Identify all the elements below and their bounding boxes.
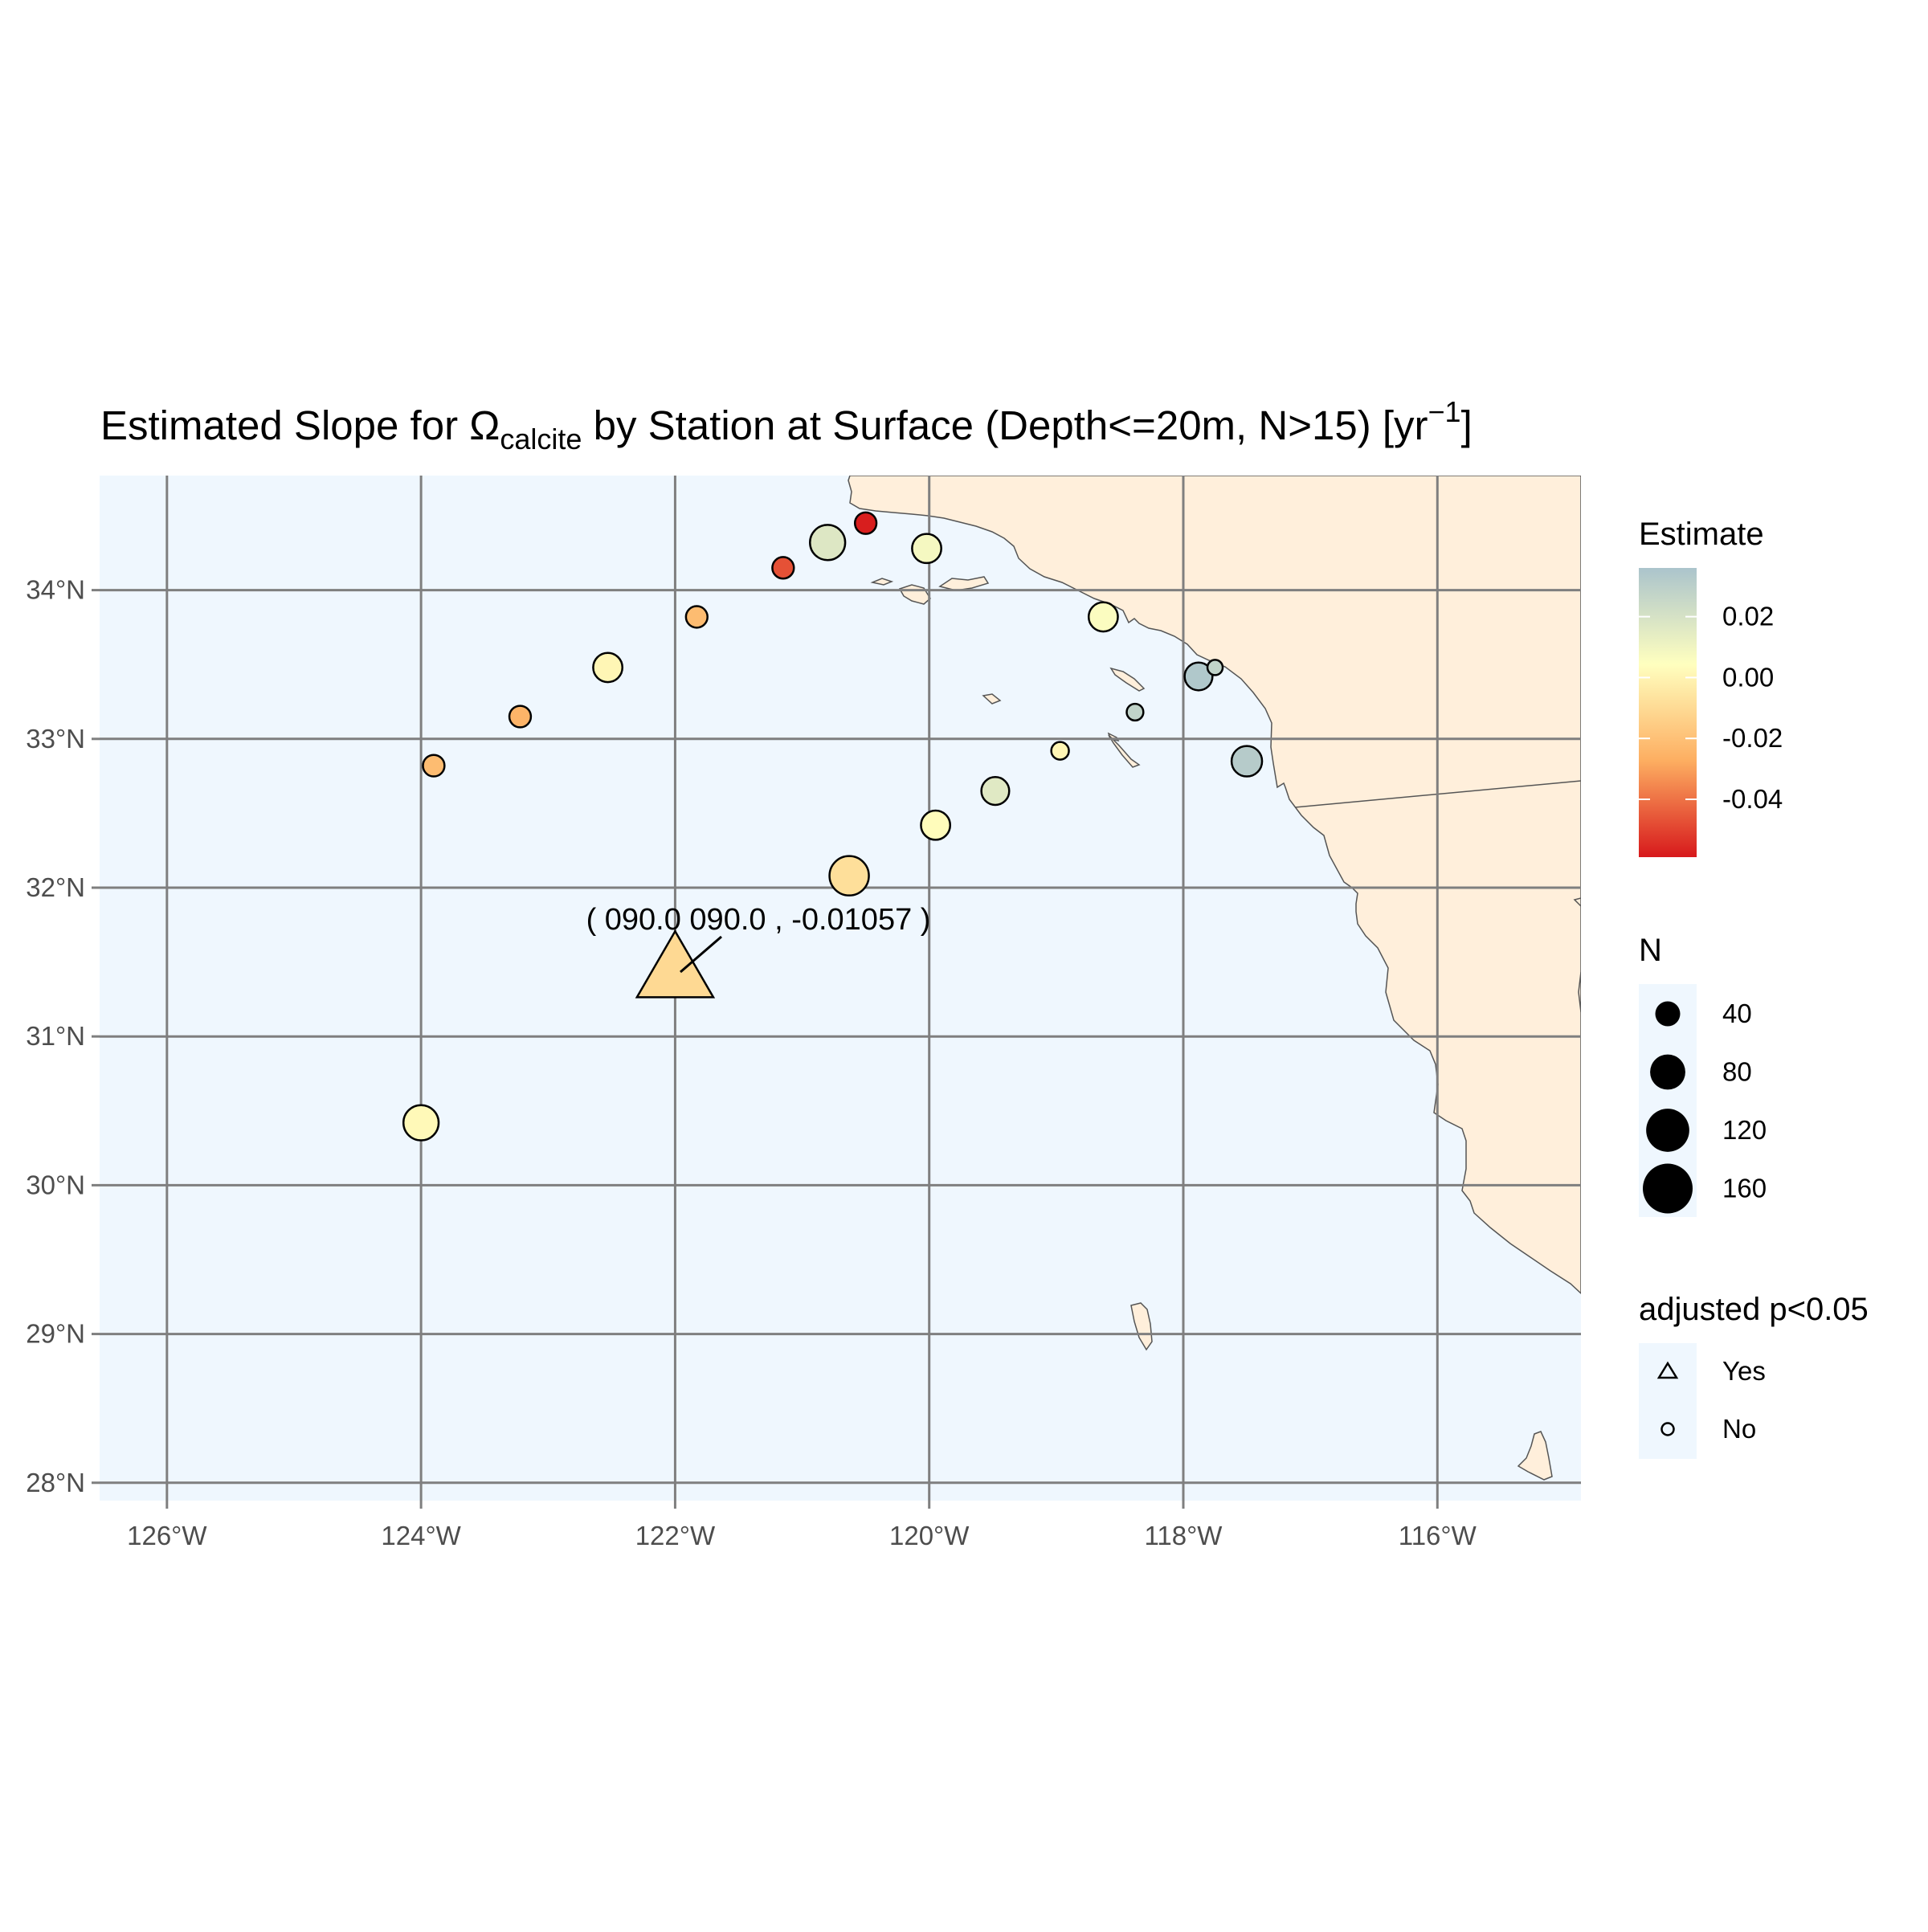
x-tick-label: 116°W — [1399, 1521, 1477, 1550]
station-point — [402, 1104, 440, 1142]
y-tick-label: 32°N — [26, 872, 85, 902]
significance-legend-key-background — [1639, 1343, 1697, 1459]
station-point — [809, 524, 847, 562]
y-tick-label: 30°N — [26, 1170, 85, 1199]
n-legend-label: 80 — [1722, 1057, 1752, 1087]
chart-title: Estimated Slope for Ωcalcite by Station … — [100, 395, 1473, 455]
circle-icon — [1660, 1422, 1675, 1436]
n-legend-symbol — [1655, 1001, 1681, 1027]
estimate-colorbar — [1639, 568, 1697, 857]
station-point-significant — [635, 929, 716, 999]
island-santa-barbara — [982, 693, 1002, 705]
station-point — [771, 556, 795, 580]
x-tick-label: 122°W — [635, 1521, 716, 1550]
y-tick-label: 33°N — [26, 724, 85, 754]
title-subscript: calcite — [500, 423, 582, 455]
title-prefix: Estimated Slope for Ω — [100, 402, 500, 448]
estimate-legend-ticks: 0.02 0.00 -0.02 -0.04 — [1639, 602, 1783, 814]
title-middle: by Station at Surface (Depth<=20m, N>15)… — [582, 402, 1428, 448]
colorbar-tick-label: -0.02 — [1722, 723, 1783, 753]
station-point — [980, 776, 1011, 807]
x-tick-label: 124°W — [381, 1521, 461, 1550]
station-point — [684, 605, 709, 629]
triangle-icon — [1656, 1361, 1679, 1379]
station-point — [828, 855, 870, 897]
annotation-label: ( 090.0 090.0 , -0.01057 ) — [586, 903, 931, 937]
significance-legend-label: No — [1722, 1414, 1756, 1444]
estimate-legend-title: Estimate — [1639, 517, 1764, 552]
colorbar-tick-label: -0.04 — [1722, 784, 1783, 814]
station-point — [422, 754, 446, 778]
x-tick-label: 126°W — [127, 1521, 207, 1550]
island-san-clemente — [1108, 734, 1141, 768]
n-legend-keys: 40 80 120 160 — [1639, 984, 1767, 1217]
station-point — [1050, 741, 1070, 761]
station-point — [1125, 702, 1145, 722]
island-cedros — [1517, 1431, 1553, 1481]
graticule — [100, 476, 1581, 1501]
island-san-miguel — [870, 578, 894, 586]
axes: 126°W 124°W 122°W 120°W 118°W 116°W 28°N 29°N 30… — [26, 575, 1477, 1550]
island-santa-catalina — [1109, 667, 1146, 692]
map-panel: ( 090.0 090.0 , -0.01057 ) — [100, 476, 1581, 1501]
x-tick-label: 118°W — [1145, 1521, 1223, 1550]
station-point — [911, 533, 942, 565]
n-legend-symbol — [1646, 1109, 1689, 1152]
annotation-leader-line — [680, 935, 722, 974]
estimate-legend: Estimate 0.02 0.00 -0.02 -0.04 — [1639, 517, 1783, 857]
n-legend: N 40 80 120 160 — [1639, 933, 1767, 1217]
station-annotation: ( 090.0 090.0 , -0.01057 ) — [586, 903, 931, 974]
y-tick-label: 29°N — [26, 1319, 85, 1349]
n-legend-symbol — [1643, 1163, 1693, 1214]
station-point — [592, 651, 624, 684]
colorbar-tick-label: 0.02 — [1722, 602, 1774, 631]
significance-legend-title: adjusted p<0.05 — [1639, 1292, 1869, 1327]
station-point — [1087, 601, 1119, 633]
colorbar-tick-label: 0.00 — [1722, 662, 1774, 692]
title-suffix: ] — [1461, 402, 1473, 448]
station-point — [1183, 661, 1214, 692]
n-legend-label: 160 — [1722, 1174, 1767, 1203]
n-legend-label: 40 — [1722, 999, 1752, 1028]
x-tick-label: 120°W — [889, 1521, 970, 1550]
station-point — [1206, 659, 1224, 676]
station-points — [402, 511, 1264, 1142]
y-tick-label: 34°N — [26, 575, 85, 605]
title-superscript: −1 — [1428, 395, 1461, 428]
station-point — [920, 809, 952, 841]
station-point — [1230, 745, 1264, 778]
y-tick-label: 31°N — [26, 1021, 85, 1051]
n-legend-symbol — [1650, 1054, 1685, 1090]
baja-southern-coast — [1573, 897, 1581, 1013]
station-point — [853, 511, 878, 535]
significance-legend: adjusted p<0.05 Yes No — [1639, 1292, 1869, 1459]
island-guadalupe — [1130, 1302, 1153, 1351]
n-legend-label: 120 — [1722, 1115, 1767, 1145]
station-point — [508, 705, 533, 729]
significance-legend-label: Yes — [1722, 1356, 1766, 1386]
significance-legend-keys: Yes No — [1639, 1343, 1766, 1459]
n-legend-title: N — [1639, 933, 1662, 968]
mainland-california-baja — [848, 476, 1581, 1295]
y-tick-label: 28°N — [26, 1468, 85, 1497]
